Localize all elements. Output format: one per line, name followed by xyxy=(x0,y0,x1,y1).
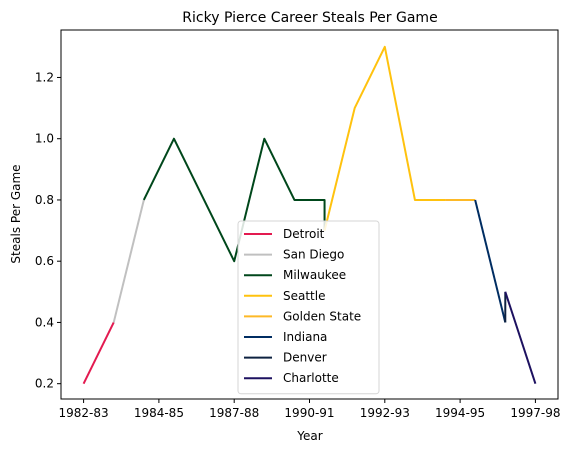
x-tick-label: 1984-85 xyxy=(134,406,184,420)
y-tick-label: 0.4 xyxy=(35,315,54,329)
y-tick-label: 1.2 xyxy=(35,70,54,84)
y-tick-label: 0.2 xyxy=(35,377,54,391)
x-axis: 1982-83 1984-85 1987-88 1990-91 1992-93 1994-… xyxy=(59,399,560,420)
y-axis-label: Steals Per Game xyxy=(9,164,23,263)
legend-label-seattle: Seattle xyxy=(283,289,325,303)
series-layer xyxy=(82,45,537,385)
legend-label-golden-state: Golden State xyxy=(283,309,361,323)
x-tick-label: 1982-83 xyxy=(59,406,109,420)
x-axis-label: Year xyxy=(296,429,322,443)
x-tick-label: 1994-95 xyxy=(435,406,485,420)
series-line-charlotte xyxy=(504,291,537,385)
series-line-detroit xyxy=(82,321,115,385)
y-tick-label: 0.8 xyxy=(35,193,54,207)
series-line-indiana xyxy=(474,199,507,323)
legend-label-milwaukee: Milwaukee xyxy=(283,268,346,282)
legend-label-denver: Denver xyxy=(283,351,327,365)
legend-frame xyxy=(237,220,380,395)
x-tick-label: 1997-98 xyxy=(510,406,560,420)
legend-label-charlotte: Charlotte xyxy=(283,371,339,385)
series-line-milwaukee xyxy=(142,137,326,263)
x-tick-label: 1987-88 xyxy=(209,406,259,420)
series-line-seattle xyxy=(323,45,446,231)
x-tick-label: 1990-91 xyxy=(284,406,334,420)
y-tick-label: 1.0 xyxy=(35,132,54,146)
chart-title: Ricky Pierce Career Steals Per Game xyxy=(182,10,437,26)
y-tick-label: 0.6 xyxy=(35,254,54,268)
series-line-san-diego xyxy=(112,199,145,323)
x-tick-label: 1992-93 xyxy=(360,406,410,420)
y-axis: 0.2 0.4 0.6 0.8 1.0 1.2 xyxy=(35,70,61,391)
legend-label-indiana: Indiana xyxy=(283,330,327,344)
legend-label-san-diego: San Diego xyxy=(283,248,344,262)
legend-label-detroit: Detroit xyxy=(283,227,325,241)
legend: Detroit San Diego Milwaukee Seattle Golden S… xyxy=(237,220,380,395)
